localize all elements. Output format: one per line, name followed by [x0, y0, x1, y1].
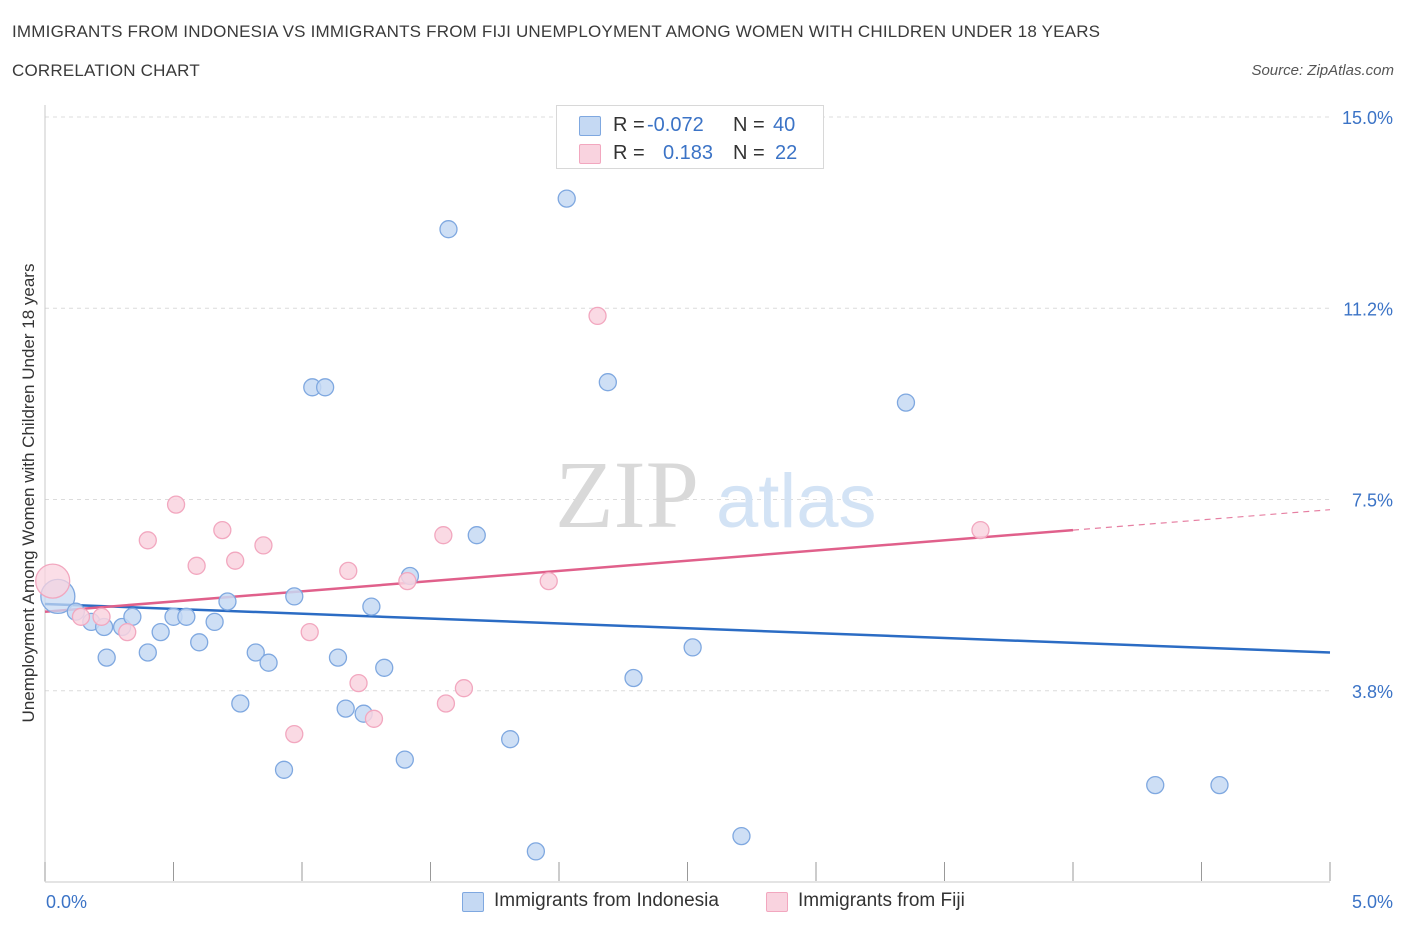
point-fiji	[300, 622, 319, 642]
point-indonesia	[732, 826, 751, 846]
point-indonesia	[315, 378, 335, 397]
point-fiji	[539, 571, 558, 591]
point-indonesia	[274, 760, 294, 779]
point-fiji	[166, 495, 186, 514]
trend-line-fiji	[44, 528, 1074, 613]
point-indonesia	[218, 592, 237, 611]
point-fiji	[436, 694, 456, 713]
point-indonesia	[123, 607, 142, 626]
n-value: 40	[773, 114, 796, 136]
point-fiji	[454, 679, 474, 698]
point-fiji	[71, 607, 91, 626]
point-indonesia	[1146, 775, 1165, 795]
point-indonesia	[439, 220, 458, 239]
point-fiji	[138, 531, 157, 550]
point-indonesia	[328, 648, 348, 667]
point-indonesia	[259, 653, 278, 672]
r-label: R =	[613, 114, 645, 136]
point-indonesia	[896, 393, 916, 412]
point-indonesia	[177, 607, 196, 626]
point-indonesia	[151, 622, 170, 642]
trend-line-indonesia	[44, 602, 1331, 654]
y-tick-label: 3.8%	[1352, 682, 1393, 702]
point-fiji	[213, 520, 232, 540]
y-tick-label: 11.2%	[1343, 299, 1393, 319]
point-fiji	[35, 563, 71, 599]
legend-label: Immigrants from Fiji	[798, 890, 965, 911]
chart-title: IMMIGRANTS FROM INDONESIA VS IMMIGRANTS …	[12, 22, 1101, 41]
point-indonesia	[624, 668, 643, 688]
point-fiji	[187, 556, 206, 575]
point-indonesia	[683, 638, 702, 657]
point-indonesia	[467, 526, 486, 545]
chart-subtitle: CORRELATION CHART	[12, 61, 200, 80]
series-legend: Immigrants from Indonesia Immigrants fro…	[0, 889, 1406, 919]
r-value: -0.072	[647, 114, 704, 136]
point-indonesia	[557, 189, 576, 208]
grid-lines	[45, 116, 1330, 692]
y-tick-label: 15.0%	[1342, 108, 1393, 128]
point-indonesia	[1210, 775, 1229, 795]
tick-labels: 3.8% 7.5% 11.2% 15.0% 0.0% 5.0%	[46, 108, 1393, 912]
point-indonesia	[598, 373, 617, 392]
point-fiji	[588, 306, 607, 326]
point-indonesia	[395, 750, 414, 769]
n-label: N =	[733, 142, 765, 164]
indonesia-swatch	[579, 116, 601, 136]
n-value: 22	[775, 142, 798, 164]
point-fiji	[971, 520, 990, 540]
point-indonesia	[362, 597, 381, 616]
point-indonesia	[501, 730, 520, 749]
r-value: 0.183	[663, 142, 714, 164]
point-indonesia	[526, 842, 546, 861]
fiji-swatch	[579, 144, 601, 164]
point-indonesia	[190, 633, 209, 652]
point-fiji	[349, 673, 368, 693]
watermark-zip: ZIP	[555, 441, 699, 548]
trend-lines	[44, 509, 1331, 654]
axes	[44, 105, 1331, 883]
point-fiji	[254, 536, 273, 555]
point-indonesia	[285, 587, 304, 606]
stats-legend: R = -0.072 N = 40 R = 0.183 N = 22	[556, 105, 824, 169]
data-points	[35, 189, 1229, 861]
indonesia-swatch	[462, 892, 484, 912]
x-tick-label: 5.0%	[1352, 892, 1393, 912]
point-indonesia	[336, 699, 355, 718]
point-fiji	[339, 561, 358, 581]
point-fiji	[434, 526, 453, 545]
point-fiji	[364, 709, 384, 728]
y-axis-label: Unemployment Among Women with Children U…	[19, 264, 38, 723]
point-fiji	[226, 551, 245, 570]
point-fiji	[118, 622, 137, 642]
point-indonesia	[97, 648, 116, 667]
point-fiji	[92, 607, 111, 626]
watermark-atlas: atlas	[716, 459, 877, 544]
point-fiji	[285, 724, 304, 744]
point-indonesia	[205, 612, 224, 632]
legend-label: Immigrants from Indonesia	[494, 890, 719, 911]
y-tick-label: 7.5%	[1352, 491, 1393, 511]
fiji-swatch	[766, 892, 788, 912]
point-indonesia	[138, 643, 157, 662]
point-indonesia	[375, 658, 394, 677]
point-indonesia	[246, 643, 265, 662]
x-tick-label: 0.0%	[46, 892, 87, 912]
r-label: R =	[613, 142, 645, 164]
point-indonesia	[231, 694, 250, 713]
trend-extension-fiji	[1072, 509, 1331, 531]
watermark: ZIP atlas	[555, 441, 877, 548]
point-fiji	[398, 571, 417, 591]
n-label: N =	[733, 114, 765, 136]
source-label: Source: ZipAtlas.com	[1251, 62, 1394, 79]
